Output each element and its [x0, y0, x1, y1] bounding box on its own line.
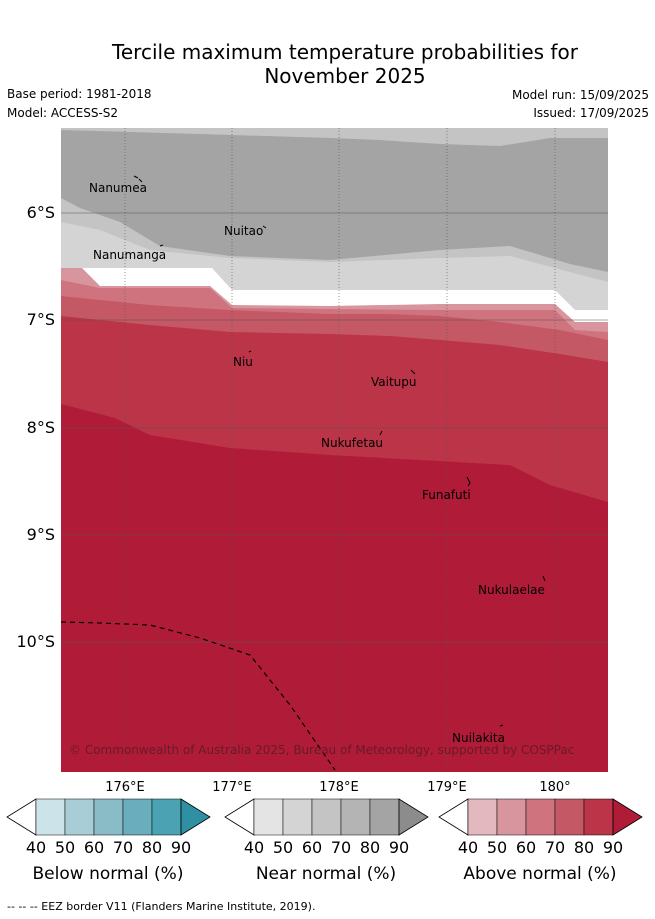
place-funafuti: Funafuti — [422, 488, 471, 502]
colorbar-above-swatch — [583, 798, 614, 836]
colorbar-below-tick: 90 — [171, 838, 191, 857]
colorbar-above-low-arrow — [438, 798, 469, 836]
lat-label-9s: 9°S — [27, 525, 55, 544]
title-line-2: November 2025 — [264, 64, 426, 88]
island-nukulaelae — [542, 575, 546, 582]
place-vaitupu: Vaitupu — [371, 375, 417, 389]
colorbar-near-tick: 80 — [360, 838, 380, 857]
colorbar-above-tick: 60 — [516, 838, 536, 857]
model-run: Model run: 15/09/2025 — [511, 88, 649, 102]
colorbar-below-high-arrow — [180, 798, 211, 836]
title-line-1: Tercile maximum temperature probabilitie… — [112, 40, 578, 64]
model-name: Model: ACCESS-S2 — [7, 106, 119, 120]
band-near-70 — [61, 128, 608, 272]
colorbar-above-high-arrow — [612, 798, 643, 836]
lat-label-10s: 10°S — [16, 632, 55, 651]
colorbar-above-tick: 50 — [487, 838, 507, 857]
eez-footnote: -- -- -- EEZ border V11 (Flanders Marine… — [7, 900, 316, 913]
place-nuilakita: Nuilakita — [452, 731, 505, 745]
probability-bands — [61, 128, 608, 772]
colorbar-below-tick: 60 — [84, 838, 104, 857]
legend-title-near: Near normal (%) — [255, 864, 397, 884]
lon-label-176e: 176°E — [105, 780, 145, 795]
colorbar-below: 40 50 60 70 80 90 — [6, 798, 211, 857]
place-niu: Niu — [233, 355, 253, 369]
colorbar-above-swatch — [554, 798, 585, 836]
island-nukufetau — [379, 430, 383, 436]
lon-label-179e: 179°E — [427, 780, 467, 795]
island-funafuti — [466, 476, 471, 487]
lat-label-6s: 6°S — [27, 203, 55, 222]
island-vaitupu — [410, 369, 416, 375]
place-nanumanga: Nanumanga — [93, 248, 166, 262]
lat-labels: 6°S 7°S 8°S 9°S 10°S — [16, 203, 55, 651]
lat-label-8s: 8°S — [27, 418, 55, 437]
colorbar-near-low-arrow — [224, 798, 255, 836]
place-labels: Nanumea Nuitao Nanumanga Niu Vaitupu Nuk… — [89, 181, 545, 745]
place-nuitao: Nuitao — [224, 224, 263, 238]
island-nanumanga — [159, 244, 164, 247]
colorbar-above-swatch — [525, 798, 556, 836]
colorbar-near-swatch — [282, 798, 313, 836]
colorbar-above: 40 50 60 70 80 90 — [438, 798, 643, 857]
island-niu — [248, 350, 252, 353]
colorbar-near-tick: 60 — [302, 838, 322, 857]
colorbar-above-tick: 80 — [574, 838, 594, 857]
base-period: Base period: 1981-2018 — [7, 87, 152, 101]
legend-title-above: Above normal (%) — [463, 864, 617, 884]
colorbar-below-low-arrow — [6, 798, 37, 836]
colorbar-near-swatch — [340, 798, 371, 836]
chart-title: Tercile maximum temperature probabilitie… — [0, 40, 655, 88]
colorbar-near-swatch — [311, 798, 342, 836]
colorbar-near-tick: 70 — [331, 838, 351, 857]
island-nuilakita — [499, 724, 504, 727]
lat-label-7s: 7°S — [27, 310, 55, 329]
graticule — [61, 128, 608, 772]
legend-title-below: Below normal (%) — [32, 864, 184, 884]
lon-label-178e: 178°E — [319, 780, 359, 795]
colorbar-below-tick: 50 — [55, 838, 75, 857]
colorbar-below-tick: 80 — [142, 838, 162, 857]
colorbar-below-swatch — [35, 798, 66, 836]
colorbar-above-swatch — [467, 798, 498, 836]
lon-label-180: 180° — [539, 780, 570, 795]
eez-border — [60, 621, 336, 771]
colorbar-below-swatch — [122, 798, 153, 836]
place-nukulaelae: Nukulaelae — [478, 583, 545, 597]
colorbar-near-high-arrow — [398, 798, 429, 836]
colorbar-above-tick: 90 — [603, 838, 623, 857]
island-nuitao — [262, 225, 267, 229]
band-near-80-top — [61, 128, 608, 146]
lon-labels: 176°E 177°E 178°E 179°E 180° — [105, 780, 570, 795]
colorbar-below-swatch — [93, 798, 124, 836]
lon-label-177e: 177°E — [212, 780, 252, 795]
colorbar-below-tick: 40 — [26, 838, 46, 857]
colorbar-above-tick: 70 — [545, 838, 565, 857]
colorbar-near-swatch — [253, 798, 284, 836]
colorbar-near-tick: 50 — [273, 838, 293, 857]
colorbar-near-swatch — [369, 798, 400, 836]
copyright-credit: © Commonwealth of Australia 2025, Bureau… — [69, 743, 574, 757]
issued-date: Issued: 17/09/2025 — [533, 106, 649, 120]
legends: 40 50 60 70 80 90 40 50 60 70 80 90 40 50 60 70 80 90 — [6, 798, 643, 857]
place-nanumea: Nanumea — [89, 181, 147, 195]
colorbar-below-tick: 70 — [113, 838, 133, 857]
colorbar-below-swatch — [64, 798, 95, 836]
place-nukufetau: Nukufetau — [321, 436, 383, 450]
colorbar-near-tick: 90 — [389, 838, 409, 857]
colorbar-near: 40 50 60 70 80 90 — [224, 798, 429, 857]
colorbar-below-swatch — [151, 798, 182, 836]
island-nanumea — [133, 175, 143, 183]
colorbar-near-tick: 40 — [244, 838, 264, 857]
colorbar-above-swatch — [496, 798, 527, 836]
colorbar-above-tick: 40 — [458, 838, 478, 857]
islands — [133, 175, 546, 727]
